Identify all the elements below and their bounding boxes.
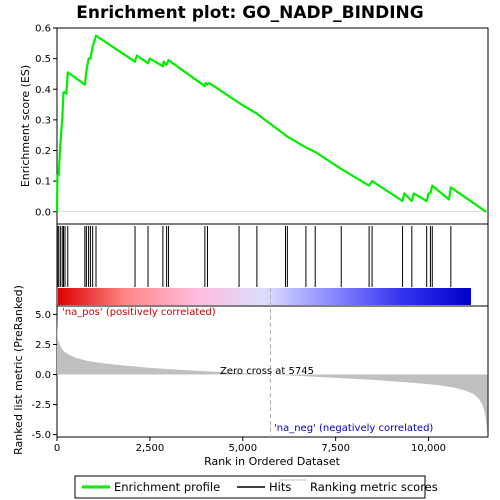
x-tick-label: 10,000 — [411, 443, 446, 454]
pos-correlated-label: 'na_pos' (positively correlated) — [62, 307, 216, 318]
es-y-tick-label: 0.0 — [35, 207, 51, 218]
metric-y-axis-label: Ranked list metric (PreRanked) — [12, 285, 25, 455]
ranking-metric-fill — [57, 319, 488, 434]
enrichment-profile-series — [55, 34, 487, 213]
legend-label-ranking: Ranking metric scores — [310, 480, 438, 494]
legend-label-hits: Hits — [269, 480, 291, 494]
metric-x-ticks: 0 2,500 5,000 7,500 10,000 — [54, 437, 446, 454]
x-tick-label: 0 — [54, 443, 60, 454]
es-y-tick-label: 0.2 — [35, 146, 51, 157]
x-axis-label: Rank in Ordered Dataset — [204, 455, 341, 468]
metric-y-tick-label: -5.0 — [31, 430, 51, 441]
es-y-tick-label: 0.6 — [35, 24, 51, 35]
metric-y-tick-label: 2.5 — [35, 340, 51, 351]
metric-y-tick-label: 5.0 — [35, 310, 51, 321]
metric-y-tick-label: -2.5 — [31, 400, 51, 411]
es-y-axis-label: Enrichment score (ES) — [19, 65, 32, 187]
es-y-tick-label: 0.1 — [35, 177, 51, 188]
x-tick-label: 7,500 — [321, 443, 350, 454]
enrichment-profile-line — [55, 34, 488, 213]
es-y-tick-label: 0.4 — [35, 85, 51, 96]
hits-panel — [56, 223, 489, 307]
legend: Enrichment profile Hits Ranking metric s… — [74, 475, 438, 499]
enrichment-panel: 0.0 0.1 0.2 0.3 0.4 0.5 0.6 Enrichment score (… — [19, 24, 489, 225]
legend-label-enrichment: Enrichment profile — [114, 480, 220, 494]
ranked-metric-panel: -5.0 -2.5 0.0 2.5 5.0 0 2,500 5,000 7,500 10,000… — [12, 285, 489, 468]
ranking-metric-area — [57, 288, 488, 437]
x-tick-label: 2,500 — [136, 443, 165, 454]
metric-y-tick-label: 0.0 — [35, 370, 51, 381]
x-tick-label: 5,000 — [228, 443, 257, 454]
zero-cross-label: Zero cross at 5745 — [220, 366, 314, 377]
es-y-tick-label: 0.5 — [35, 54, 51, 65]
chart-title: Enrichment plot: GO_NADP_BINDING — [76, 3, 424, 23]
es-y-ticks: 0.0 0.1 0.2 0.3 0.4 0.5 0.6 — [35, 24, 57, 218]
es-y-tick-label: 0.3 — [35, 115, 51, 126]
metric-y-ticks: -5.0 -2.5 0.0 2.5 5.0 — [31, 310, 57, 441]
ranking-gradient-bar — [58, 288, 471, 305]
neg-correlated-label: 'na_neg' (negatively correlated) — [274, 423, 433, 434]
hit-markers — [56, 226, 452, 287]
